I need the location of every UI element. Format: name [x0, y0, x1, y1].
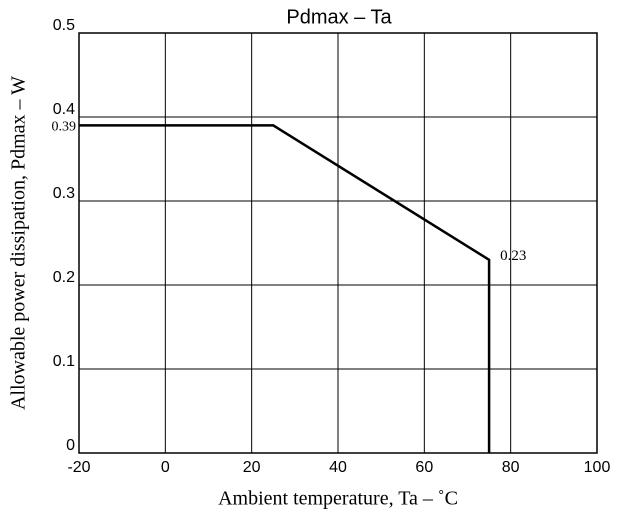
y-tick-label: 0.2: [53, 269, 75, 286]
x-tick-label: 0: [161, 459, 170, 476]
y-tick-label: 0: [66, 437, 75, 454]
y-tick-label: 0.1: [53, 353, 75, 370]
x-axis-label: Ambient temperature, Ta – ˚C: [218, 488, 458, 510]
y-tick-label: 0.4: [53, 101, 75, 118]
x-tick-label: 100: [584, 459, 611, 476]
data-label: 0.23: [500, 248, 526, 264]
y-tick-label: 0.5: [53, 17, 75, 34]
y-tick-label: 0.3: [53, 185, 75, 202]
chart-title: Pdmax – Ta: [286, 6, 392, 28]
x-tick-label: 40: [329, 459, 347, 476]
y-axis-label: Allowable power dissipation, Pdmax – W: [8, 76, 30, 410]
x-tick-label: -20: [67, 459, 90, 476]
x-tick-label: 80: [502, 459, 520, 476]
series-line: [79, 124, 491, 453]
x-tick-label: 20: [243, 459, 261, 476]
data-label: 0.39: [52, 120, 77, 135]
x-tick-label: 60: [415, 459, 433, 476]
